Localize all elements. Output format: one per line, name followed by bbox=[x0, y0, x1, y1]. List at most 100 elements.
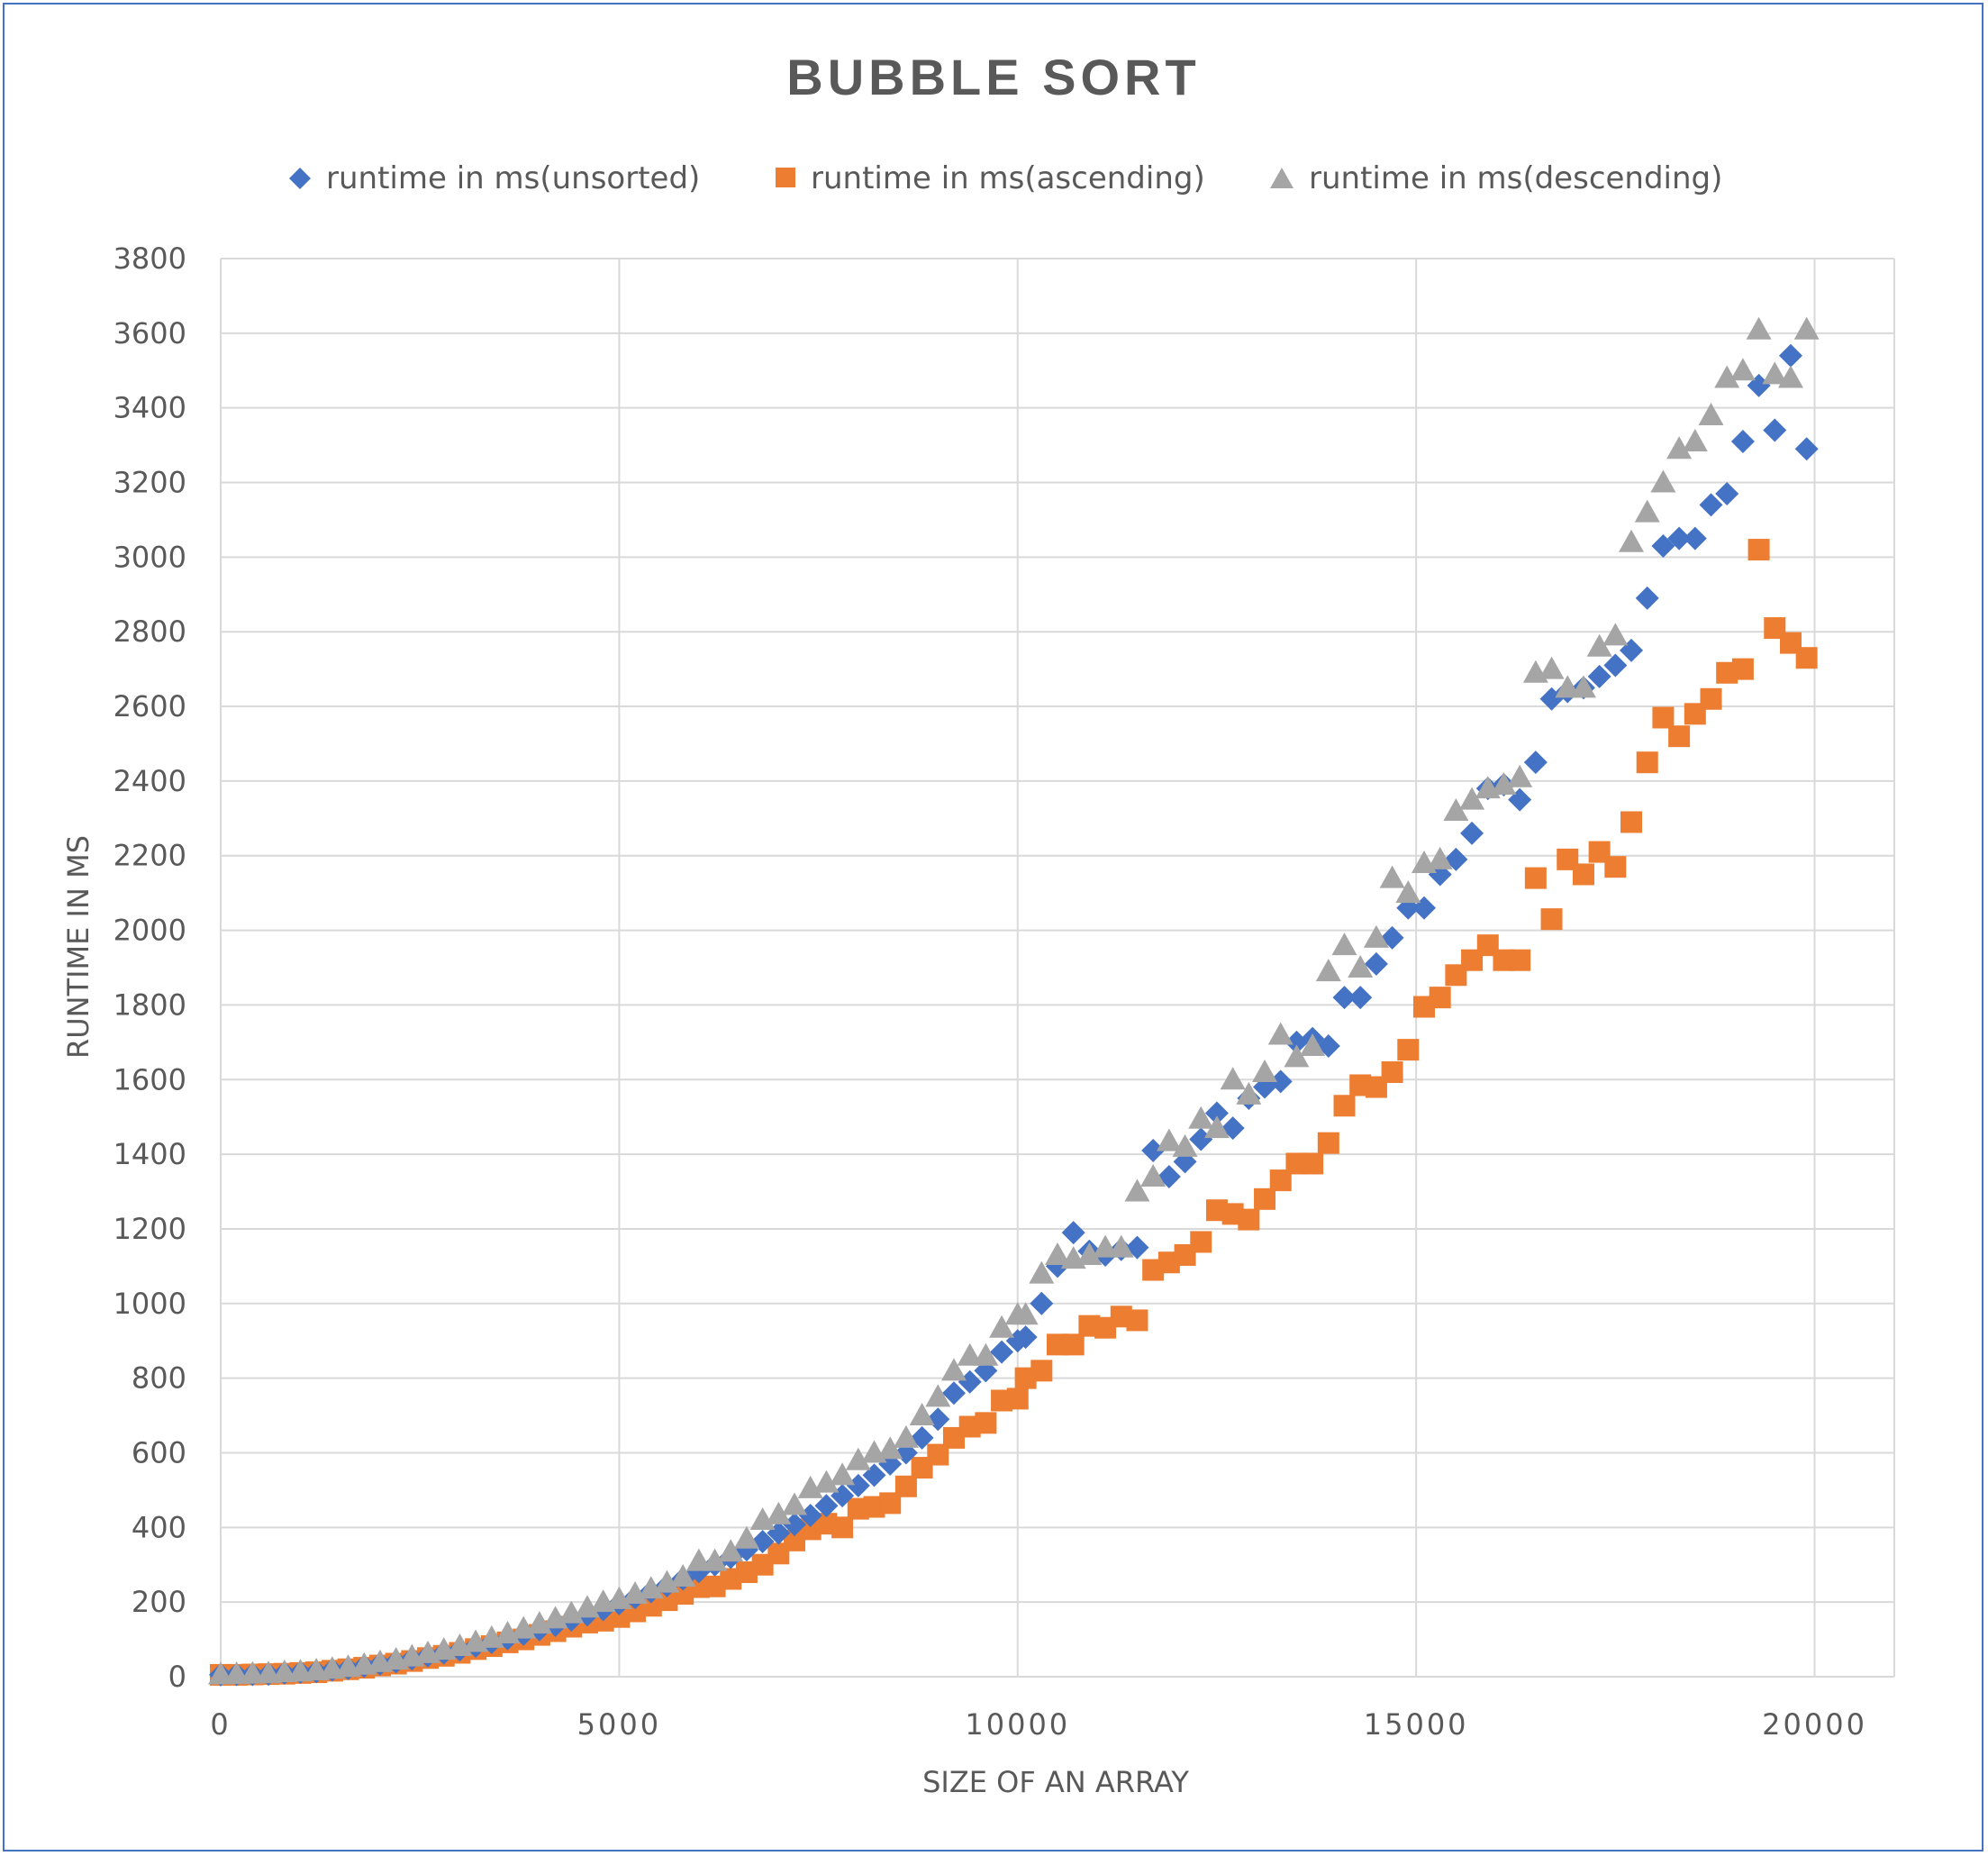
data-point-unsorted bbox=[1667, 526, 1692, 550]
data-point-unsorted bbox=[1763, 418, 1787, 442]
data-point-descending bbox=[1539, 656, 1565, 679]
data-point-unsorted bbox=[1715, 481, 1739, 505]
data-point-unsorted bbox=[1030, 1291, 1054, 1315]
y-tick-label: 2000 bbox=[113, 914, 186, 948]
data-point-descending bbox=[1236, 1081, 1262, 1105]
legend-label-descending: runtime in ms(descending) bbox=[1309, 160, 1722, 196]
data-point-descending bbox=[1777, 365, 1803, 388]
data-point-unsorted bbox=[1284, 1030, 1309, 1054]
data-point-descending bbox=[1650, 469, 1676, 493]
data-point-descending bbox=[1459, 787, 1485, 810]
data-point-unsorted bbox=[1794, 437, 1819, 461]
data-point-descending bbox=[1315, 959, 1341, 982]
data-point-descending bbox=[1093, 1234, 1119, 1258]
data-point-ascending bbox=[1509, 949, 1531, 971]
data-point-descending bbox=[702, 1548, 728, 1571]
data-point-unsorted bbox=[1189, 1127, 1213, 1151]
y-tick-label: 600 bbox=[132, 1435, 186, 1469]
data-point-descending bbox=[813, 1469, 840, 1493]
data-point-ascending bbox=[1317, 1132, 1339, 1154]
data-point-descending bbox=[1586, 633, 1612, 657]
y-tick-label: 1600 bbox=[113, 1062, 186, 1096]
data-point-ascending bbox=[1795, 647, 1818, 669]
data-point-descending bbox=[1682, 428, 1708, 451]
data-point-descending bbox=[1698, 402, 1724, 425]
data-point-descending bbox=[1108, 1234, 1134, 1258]
data-point-unsorted bbox=[1730, 429, 1755, 453]
y-tick-label: 200 bbox=[132, 1585, 186, 1619]
data-point-unsorted bbox=[958, 1369, 982, 1394]
data-point-descending bbox=[1619, 529, 1645, 552]
y-tick-label: 1000 bbox=[113, 1287, 186, 1321]
data-point-descending bbox=[1267, 1022, 1294, 1045]
data-point-descending bbox=[1156, 1128, 1182, 1151]
data-point-descending bbox=[1076, 1242, 1103, 1265]
data-point-descending bbox=[973, 1342, 999, 1366]
data-point-ascending bbox=[1620, 811, 1643, 833]
data-point-ascending bbox=[1062, 1333, 1085, 1356]
y-gridlines bbox=[221, 258, 1894, 1678]
data-point-descending bbox=[1284, 1044, 1310, 1068]
data-point-ascending bbox=[1572, 863, 1594, 886]
data-point-ascending bbox=[1747, 539, 1770, 561]
data-point-descending bbox=[909, 1403, 935, 1426]
data-point-descending bbox=[877, 1436, 903, 1460]
data-point-descending bbox=[1793, 316, 1820, 340]
data-point-descending bbox=[638, 1576, 664, 1599]
data-point-ascending bbox=[1126, 1309, 1148, 1332]
data-point-descending bbox=[1395, 880, 1421, 904]
series-diamond bbox=[209, 343, 1819, 1687]
data-point-descending bbox=[1363, 924, 1389, 948]
y-tick-label: 3600 bbox=[113, 316, 186, 350]
data-point-ascending bbox=[1604, 856, 1627, 878]
data-point-unsorted bbox=[814, 1494, 839, 1518]
data-points bbox=[208, 316, 1820, 1687]
data-point-ascending bbox=[1524, 867, 1547, 889]
legend-marker-diamond-icon bbox=[289, 168, 311, 189]
data-point-ascending bbox=[1333, 1095, 1356, 1117]
legend-item-unsorted[interactable]: runtime in ms(unsorted) bbox=[289, 160, 700, 196]
data-point-descending bbox=[957, 1342, 983, 1366]
y-tick-label: 1400 bbox=[113, 1137, 186, 1171]
y-tick-label: 3000 bbox=[113, 540, 186, 574]
data-point-ascending bbox=[1254, 1187, 1276, 1210]
data-point-descending bbox=[1331, 933, 1357, 956]
legend-marker-triangle-icon bbox=[1270, 168, 1294, 188]
data-point-unsorted bbox=[1332, 986, 1357, 1010]
data-point-unsorted bbox=[1460, 821, 1484, 845]
legend-item-descending[interactable]: runtime in ms(descending) bbox=[1270, 160, 1722, 196]
data-point-descending bbox=[1762, 361, 1788, 385]
data-point-descending bbox=[1443, 798, 1469, 822]
data-point-ascending bbox=[1030, 1360, 1053, 1382]
y-tick-label: 400 bbox=[132, 1510, 186, 1544]
data-point-ascending bbox=[1397, 1039, 1420, 1061]
data-point-descending bbox=[830, 1462, 856, 1486]
data-point-descending bbox=[1124, 1178, 1150, 1202]
y-axis-ticks: 0 200 400 600 800 1000 1200 1400 1600 1800 2000 220… bbox=[113, 241, 186, 1694]
data-point-descending bbox=[1570, 675, 1596, 698]
chart-title: BUBBLE SORT bbox=[786, 49, 1200, 105]
data-point-descending bbox=[1029, 1260, 1055, 1284]
chart-frame bbox=[3, 3, 1983, 1851]
data-point-descending bbox=[845, 1447, 871, 1470]
x-gridlines bbox=[220, 259, 1895, 1677]
legend-label-ascending: runtime in ms(ascending) bbox=[811, 160, 1205, 196]
data-point-ascending bbox=[1190, 1231, 1212, 1253]
data-point-descending bbox=[670, 1563, 696, 1587]
data-point-ascending bbox=[1652, 706, 1675, 729]
data-point-unsorted bbox=[1348, 986, 1373, 1010]
y-tick-label: 3800 bbox=[113, 241, 186, 276]
data-point-unsorted bbox=[1204, 1101, 1229, 1125]
legend-item-ascending[interactable]: runtime in ms(ascending) bbox=[776, 160, 1205, 196]
y-tick-label: 2200 bbox=[113, 839, 186, 873]
data-point-unsorted bbox=[1013, 1325, 1038, 1350]
x-tick-label: 10000 bbox=[965, 1707, 1070, 1742]
data-point-unsorted bbox=[783, 1513, 807, 1537]
data-point-ascending bbox=[1429, 987, 1451, 1009]
data-point-descending bbox=[1666, 436, 1693, 459]
data-point-unsorted bbox=[1587, 664, 1611, 688]
data-point-ascending bbox=[1731, 658, 1754, 680]
data-point-descending bbox=[1172, 1133, 1198, 1157]
data-point-ascending bbox=[1381, 1060, 1403, 1083]
